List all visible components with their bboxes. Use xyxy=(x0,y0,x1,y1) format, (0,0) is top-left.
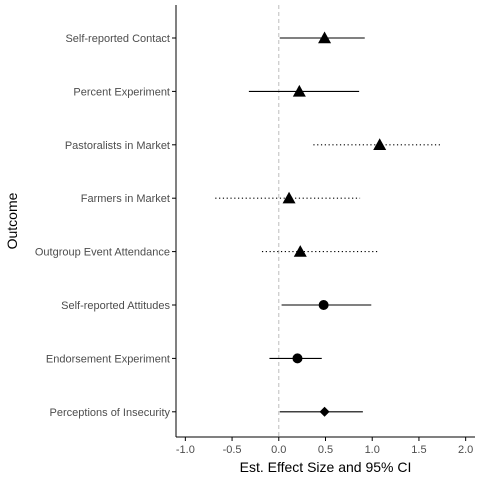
x-tick-label: 2.0 xyxy=(458,444,473,456)
x-tick-label: -0.5 xyxy=(223,444,242,456)
point-estimate-triangle xyxy=(373,138,387,150)
x-axis-title: Est. Effect Size and 95% CI xyxy=(240,459,412,475)
x-tick-label: -1.0 xyxy=(176,444,195,456)
axes-layer xyxy=(175,5,475,438)
y-tick-label: Percent Experiment xyxy=(73,86,170,98)
x-tick-label: 0.5 xyxy=(318,444,333,456)
x-tick-label: 1.0 xyxy=(365,444,380,456)
y-tick-label: Endorsement Experiment xyxy=(46,353,170,365)
point-estimate-triangle xyxy=(318,31,332,44)
confidence-intervals xyxy=(215,37,441,413)
point-estimate-triangle xyxy=(293,245,307,257)
y-tick-label: Pastoralists in Market xyxy=(65,140,170,152)
point-estimate-circle xyxy=(318,300,329,310)
y-tick-label: Farmers in Market xyxy=(81,193,170,205)
y-axis-title: Outcome xyxy=(4,192,20,249)
y-tick-label: Self-reported Contact xyxy=(65,33,170,45)
x-tick-label: 0.0 xyxy=(271,444,286,456)
x-ticks: -1.0 -0.5 0.0 0.5 1.0 1.5 2.0 xyxy=(176,437,473,456)
y-ticks: Self-reported Contact Percent Experiment P… xyxy=(35,33,176,419)
point-estimate-circle xyxy=(292,353,303,364)
point-estimate-triangle xyxy=(282,191,296,204)
y-tick-label: Outgroup Event Attendance xyxy=(35,247,170,259)
point-estimate-diamond xyxy=(319,406,330,417)
x-tick-label: 1.5 xyxy=(411,444,426,456)
point-estimates xyxy=(282,31,387,417)
point-estimate-triangle xyxy=(292,84,306,97)
y-tick-label: Self-reported Attitudes xyxy=(61,300,170,312)
y-tick-label: Perceptions of Insecurity xyxy=(50,407,171,419)
